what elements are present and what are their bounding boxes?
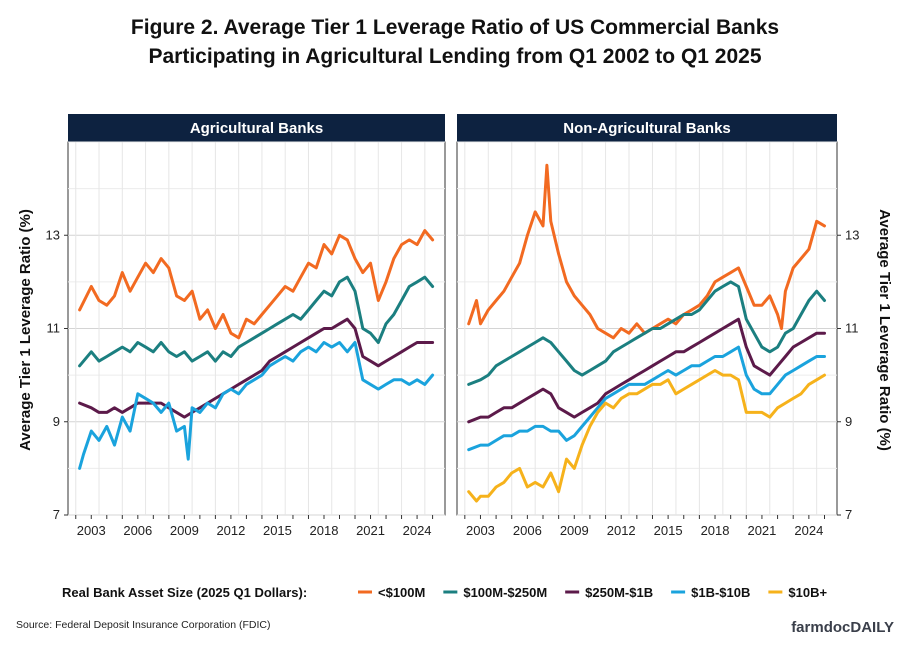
y-tick-label: 11 [845,321,859,336]
x-tick-label: 2009 [560,523,589,538]
source-note: Source: Federal Deposit Insurance Corpor… [16,619,270,631]
x-tick-label: 2018 [310,523,339,538]
y-tick-label: 7 [845,507,852,522]
x-tick-label: 2021 [356,523,385,538]
y-tick-label: 7 [53,507,60,522]
x-tick-label: 2012 [607,523,636,538]
x-tick-label: 2009 [170,523,199,538]
legend-entry: $1B-$10B [691,585,750,600]
series-line-m100_250 [467,280,826,386]
x-tick-label: 2024 [794,523,823,538]
y-tick-label: 13 [46,227,60,242]
x-tick-label: 2006 [123,523,152,538]
x-tick-label: 2003 [466,523,495,538]
legend-entry: $250M-$1B [585,585,653,600]
panel-agricultural-banks: Agricultural Banks 7 9 11 13 2003 2006 2009 2012… [46,114,446,538]
series-line-b10plus [467,369,826,503]
x-tick-label: 2021 [747,523,776,538]
series-line-b1_10 [467,345,826,452]
x-tick-label: 2015 [654,523,683,538]
series-line-m250_1b [467,317,826,424]
x-tick-label: 2006 [513,523,542,538]
y-axis-title-left: Average Tier 1 Leverage Ratio (%) [17,209,34,451]
y-tick-label: 9 [845,414,852,429]
legend-entry: $100M-$250M [463,585,547,600]
legend-entry: <$100M [378,585,425,600]
y-tick-label: 9 [53,414,60,429]
panel-strip [68,114,445,142]
panel-non-agricultural-banks: Non-Agricultural Banks 7 9 11 13 2003 2006 2009… [456,114,859,538]
panel-title: Agricultural Banks [190,120,323,137]
legend: Real Bank Asset Size (2025 Q1 Dollars): … [62,585,827,600]
legend-title: Real Bank Asset Size (2025 Q1 Dollars): [62,585,307,600]
x-tick-label: 2018 [701,523,730,538]
y-tick-label: 11 [47,321,61,336]
y-axis-title-right: Average Tier 1 Leverage Ratio (%) [876,209,893,451]
panel-title: Non-Agricultural Banks [563,120,731,137]
panel-strip [457,114,837,142]
series-line-m250_1b [78,317,435,419]
series-line-m100_250 [78,275,435,368]
brand-logo: farmdocDAILY [791,619,894,636]
y-tick-label: 13 [845,227,859,242]
x-tick-label: 2003 [77,523,106,538]
series-line-b1_10 [78,341,435,470]
chart-title: Figure 2. Average Tier 1 Leverage Ratio … [131,16,779,39]
series-line-lt100m [78,229,435,340]
x-tick-label: 2015 [263,523,292,538]
x-tick-label: 2012 [216,523,245,538]
chart-subtitle: Participating in Agricultural Lending fr… [148,45,761,68]
legend-entry: $10B+ [788,585,827,600]
x-tick-label: 2024 [403,523,432,538]
